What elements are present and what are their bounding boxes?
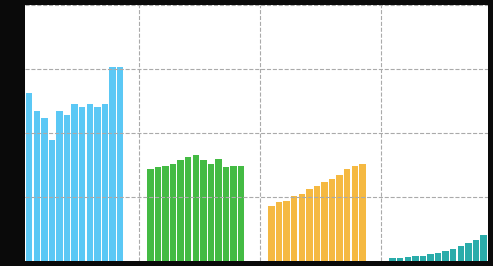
Bar — [215, 159, 222, 261]
Bar — [344, 169, 351, 261]
Bar — [276, 202, 282, 261]
Bar — [458, 246, 464, 261]
Bar — [314, 186, 320, 261]
Bar — [26, 93, 33, 261]
Bar — [427, 254, 434, 261]
Bar — [79, 107, 85, 261]
Bar — [230, 166, 237, 261]
Bar — [321, 182, 328, 261]
Bar — [299, 194, 305, 261]
Bar — [155, 167, 161, 261]
Bar — [465, 243, 472, 261]
Bar — [87, 104, 93, 261]
Bar — [177, 160, 184, 261]
Bar — [109, 67, 116, 261]
Bar — [450, 249, 457, 261]
Bar — [200, 160, 207, 261]
Bar — [473, 239, 479, 261]
Bar — [412, 256, 419, 261]
Bar — [268, 206, 275, 261]
Bar — [193, 155, 199, 261]
Bar — [49, 140, 55, 261]
Bar — [306, 189, 313, 261]
Bar — [208, 164, 214, 261]
Bar — [420, 256, 426, 261]
Bar — [397, 258, 403, 261]
Bar — [56, 111, 63, 261]
Bar — [71, 104, 78, 261]
Bar — [117, 67, 123, 261]
Bar — [34, 111, 40, 261]
Bar — [405, 257, 411, 261]
Bar — [147, 169, 153, 261]
Bar — [442, 251, 449, 261]
Bar — [359, 164, 366, 261]
Bar — [102, 104, 108, 261]
Bar — [64, 115, 70, 261]
Bar — [329, 179, 335, 261]
Bar — [94, 107, 101, 261]
Bar — [480, 235, 487, 261]
Bar — [283, 201, 290, 261]
Bar — [389, 259, 396, 261]
Bar — [41, 118, 47, 261]
Bar — [170, 164, 176, 261]
Bar — [291, 197, 297, 261]
Bar — [223, 167, 229, 261]
Bar — [336, 174, 343, 261]
Bar — [352, 166, 358, 261]
Bar — [435, 253, 441, 261]
Bar — [238, 166, 245, 261]
Bar — [162, 166, 169, 261]
Bar — [185, 157, 191, 261]
